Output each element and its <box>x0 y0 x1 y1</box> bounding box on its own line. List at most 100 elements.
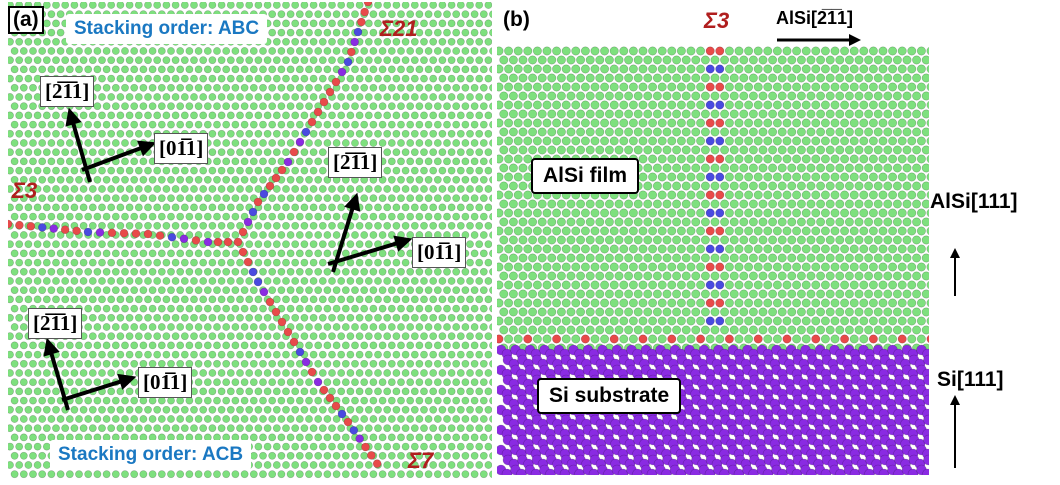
film-atom <box>816 235 826 245</box>
film-atom <box>556 91 566 101</box>
al-atom <box>479 396 488 405</box>
film-atom <box>835 217 845 227</box>
film-atom <box>835 289 845 299</box>
al-atom <box>479 470 488 479</box>
film-atom <box>787 109 797 119</box>
al-atom <box>38 212 47 221</box>
film-atom <box>888 82 898 92</box>
al-atom <box>479 47 488 55</box>
al-atom <box>79 56 88 65</box>
al-atom <box>84 212 93 221</box>
al-atom <box>162 424 171 433</box>
al-atom <box>107 2 116 9</box>
al-atom <box>190 295 198 304</box>
film-atom <box>566 109 576 119</box>
boundary-atom <box>307 367 317 377</box>
film-atom <box>840 82 850 92</box>
al-atom <box>438 369 447 377</box>
al-atom <box>111 194 120 203</box>
film-atom <box>686 226 696 236</box>
al-atom <box>305 194 313 203</box>
film-atom <box>883 145 893 155</box>
film-atom <box>566 271 576 281</box>
al-atom <box>401 93 410 101</box>
film-atom <box>782 172 792 182</box>
al-atom <box>282 258 290 267</box>
film-atom <box>902 307 912 317</box>
film-atom <box>868 136 878 146</box>
film-atom <box>628 64 638 74</box>
al-atom <box>171 240 180 249</box>
al-atom <box>29 175 37 184</box>
film-atom <box>849 46 859 56</box>
al-atom <box>56 415 65 423</box>
al-atom <box>341 286 350 295</box>
al-atom <box>194 359 203 368</box>
film-atom <box>638 298 648 308</box>
film-atom <box>811 64 821 74</box>
al-atom <box>466 221 474 230</box>
al-atom <box>240 359 249 368</box>
al-atom <box>447 461 456 469</box>
al-atom <box>111 415 120 423</box>
al-atom <box>282 240 290 249</box>
al-atom <box>484 313 492 322</box>
film-atom <box>782 244 792 254</box>
film-atom <box>835 55 845 65</box>
al-atom <box>65 175 74 184</box>
film-atom <box>907 298 917 308</box>
boundary-atom <box>143 229 153 239</box>
al-atom <box>489 323 492 331</box>
film-atom <box>499 271 509 281</box>
film-atom <box>801 244 811 254</box>
al-atom <box>263 93 272 101</box>
al-atom <box>429 424 438 433</box>
al-atom <box>383 56 392 65</box>
al-atom <box>245 313 254 322</box>
al-atom <box>420 405 428 414</box>
al-atom <box>144 185 152 193</box>
film-atom <box>710 235 720 245</box>
al-atom <box>272 442 281 451</box>
film-atom <box>796 199 806 209</box>
al-atom <box>79 203 88 212</box>
film-atom <box>744 118 754 128</box>
film-atom <box>806 73 816 83</box>
al-atom <box>42 37 51 46</box>
al-atom <box>286 47 295 55</box>
al-atom <box>33 387 42 396</box>
al-atom <box>282 37 290 46</box>
film-atom <box>571 334 581 344</box>
film-atom <box>571 298 581 308</box>
al-atom <box>272 424 281 433</box>
al-atom <box>107 203 116 212</box>
al-atom <box>8 424 14 433</box>
al-atom <box>387 341 396 350</box>
al-atom <box>226 166 235 175</box>
boundary-atom <box>353 27 363 37</box>
film-atom <box>758 127 768 137</box>
film-atom <box>840 244 850 254</box>
al-atom <box>121 396 129 405</box>
al-atom <box>102 286 111 295</box>
al-atom <box>111 396 120 405</box>
al-atom <box>176 286 185 295</box>
film-atom <box>681 55 691 65</box>
al-atom <box>318 350 327 359</box>
al-atom <box>268 267 277 276</box>
al-atom <box>479 139 488 147</box>
al-atom <box>125 295 134 304</box>
film-atom <box>888 226 898 236</box>
al-atom <box>272 2 281 9</box>
al-atom <box>125 2 134 9</box>
al-atom <box>231 286 240 295</box>
al-atom <box>102 120 111 129</box>
film-atom <box>604 55 614 65</box>
film-atom <box>648 280 658 290</box>
al-atom <box>374 295 382 304</box>
al-atom <box>88 129 97 138</box>
film-atom <box>844 253 854 263</box>
film-atom <box>777 217 787 227</box>
film-atom <box>552 100 562 110</box>
al-atom <box>213 359 221 368</box>
